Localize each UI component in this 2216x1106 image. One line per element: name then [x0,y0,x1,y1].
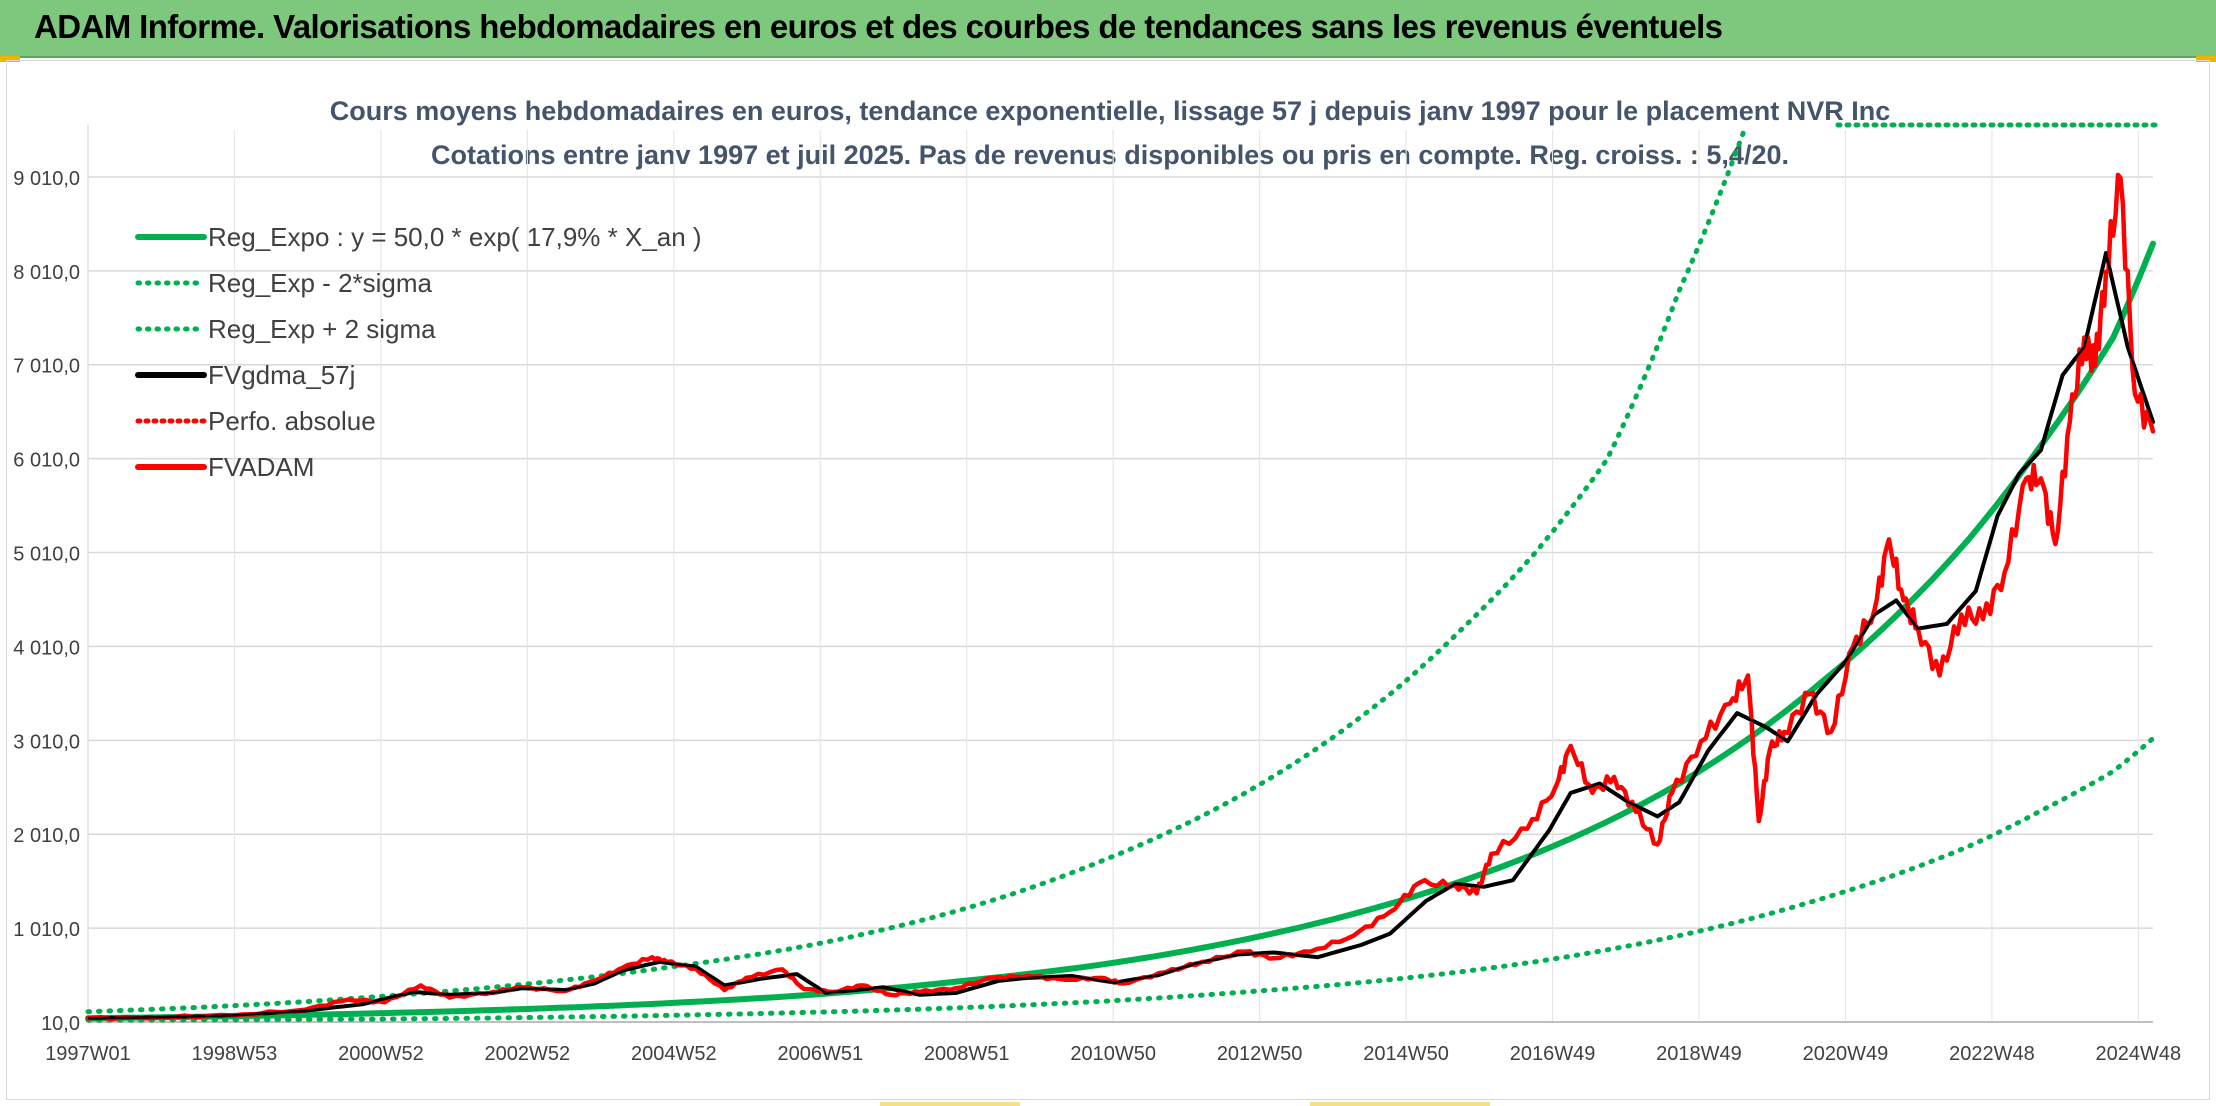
x-tick-label: 1997W01 [45,1043,131,1065]
x-tick-label: 2000W52 [338,1043,424,1065]
corner-marker-right [2196,56,2216,62]
legend-label: FVADAM [208,452,314,482]
legend-label: Reg_Expo : y = 50,0 * exp( 17,9% * X_an … [208,222,702,252]
y-tick-label: 6 010,0 [13,450,80,472]
y-tick-label: 4 010,0 [13,637,80,659]
x-tick-label: 2002W52 [485,1043,571,1065]
x-tick-label: 1998W53 [192,1043,278,1065]
x-tick-label: 2024W48 [2096,1043,2182,1065]
series-line-reg-plus-2sigma [85,127,1747,1015]
y-tick-label: 3 010,0 [13,731,80,753]
y-tick-label: 9 010,0 [13,168,80,190]
y-tick-label: 7 010,0 [13,356,80,378]
x-tick-label: 2020W49 [1803,1043,1889,1065]
y-tick-label: 10,0 [41,1013,80,1035]
series-line-fvgdma57-overlay [87,251,2155,1020]
y-tick-label: 2 010,0 [13,825,80,847]
x-tick-label: 2016W49 [1510,1043,1596,1065]
y-tick-label: 8 010,0 [13,262,80,284]
chart-frame [6,60,2210,1100]
series-line-fvadam [85,172,2156,1022]
corner-marker-left [0,56,20,62]
legend-label: FVgdma_57j [208,360,355,390]
series-line-reg-minus-2sigma [85,735,2156,1023]
legend-label: Reg_Exp - 2*sigma [208,268,433,298]
report-title: ADAM Informe. Valorisations hebdomadaire… [34,8,1723,45]
y-tick-label: 1 010,0 [13,919,80,941]
x-tick-label: 2022W48 [1949,1043,2035,1065]
series-line-fvgdma57 [86,251,2155,1021]
x-tick-label: 2008W51 [924,1043,1010,1065]
y-tick-label: 5 010,0 [13,544,80,566]
x-tick-label: 2012W50 [1217,1043,1303,1065]
bottom-strip-2 [1310,1102,1490,1106]
x-tick-label: 2004W52 [631,1043,717,1065]
legend-label: Reg_Exp + 2 sigma [208,314,436,344]
chart-title: Cours moyens hebdomadaires en euros, ten… [330,96,1891,126]
x-tick-label: 2014W50 [1363,1043,1449,1065]
chart-subtitle: Cotations entre janv 1997 et juil 2025. … [431,140,1789,170]
x-tick-label: 2010W50 [1070,1043,1156,1065]
series-line-reg-expo [85,240,2156,1022]
report-header: ADAM Informe. Valorisations hebdomadaire… [0,0,2216,58]
legend-label: Perfo. absolue [208,406,376,436]
bottom-strip-1 [880,1102,1020,1106]
x-tick-label: 2006W51 [777,1043,863,1065]
x-tick-label: 2018W49 [1656,1043,1742,1065]
